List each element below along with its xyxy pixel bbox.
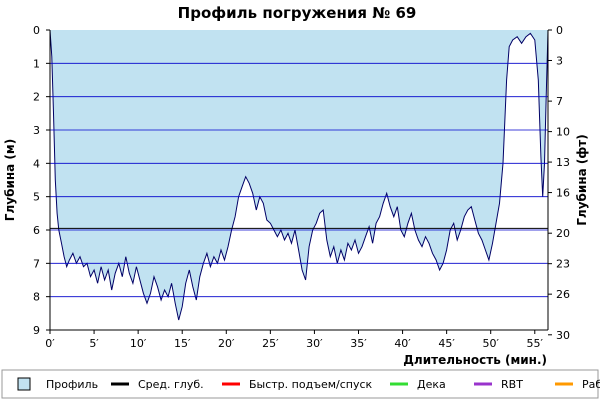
y-tick-label-left: 4	[33, 157, 40, 170]
profile-area	[50, 30, 548, 320]
y-tick-label-left: 0	[33, 24, 40, 37]
x-tick-label: 25′	[262, 337, 279, 350]
y-tick-label-right: 13	[556, 156, 570, 169]
y-tick-label-right: 10	[556, 126, 570, 139]
y-tick-label-left: 3	[33, 124, 40, 137]
y-tick-label-right: 30	[556, 329, 570, 342]
x-tick-label: 5′	[89, 337, 99, 350]
x-tick-label: 50′	[482, 337, 499, 350]
y-tick-label-right: 26	[556, 288, 570, 301]
x-tick-label: 20′	[218, 337, 235, 350]
y-tick-label-right: 7	[556, 95, 563, 108]
y-tick-label-right: 16	[556, 187, 570, 200]
legend: Профиль Сред. глуб. Быстр. подъем/спуск Дек…	[1, 369, 600, 399]
plot-area	[49, 29, 549, 321]
legend-swatch	[17, 377, 31, 391]
y-tick-label-right: 23	[556, 258, 570, 271]
y-tick-label-left: 5	[33, 191, 40, 204]
y-axis-label-right: Глубина (фт)	[575, 134, 589, 225]
x-tick-label: 35′	[350, 337, 367, 350]
legend-label: Раб.	[582, 378, 600, 391]
y-tick-label-left: 2	[33, 91, 40, 104]
legend-box	[1, 369, 599, 399]
legend-label: Профиль	[46, 378, 98, 391]
y-tick-label-right: 20	[556, 227, 570, 240]
y-tick-label-left: 6	[33, 224, 40, 237]
legend-label: Сред. глуб.	[138, 378, 204, 391]
x-tick-label: 55′	[527, 337, 544, 350]
y-tick-label-right: 3	[556, 54, 563, 67]
x-tick-label: 10′	[130, 337, 147, 350]
y-tick-label-right: 0	[556, 24, 563, 37]
x-tick-label: 0′	[45, 337, 55, 350]
legend-label: RBT	[501, 378, 523, 391]
y-tick-label-left: 9	[33, 324, 40, 337]
x-axis-label: Длительность (мин.)	[403, 353, 547, 367]
y-tick-label-left: 7	[33, 257, 40, 270]
legend-label: Дека	[417, 378, 446, 391]
x-tick-label: 30′	[306, 337, 323, 350]
y-tick-label-left: 1	[33, 57, 40, 70]
y-tick-label-left: 8	[33, 291, 40, 304]
x-tick-label: 45′	[438, 337, 455, 350]
y-axis-label-left: Глубина (м)	[3, 139, 17, 221]
chart-title: Профиль погружения № 69	[178, 4, 417, 22]
x-tick-label: 15′	[174, 337, 191, 350]
legend-label: Быстр. подъем/спуск	[249, 378, 373, 391]
x-tick-label: 40′	[394, 337, 411, 350]
